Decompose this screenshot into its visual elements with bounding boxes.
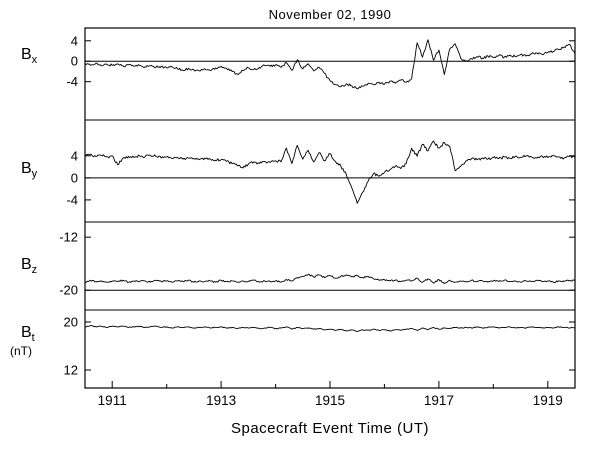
x-tick-label: 1915 bbox=[315, 393, 345, 408]
x-tick-label: 1917 bbox=[424, 393, 454, 408]
y-tick-label: 20 bbox=[64, 315, 78, 330]
plot-frame bbox=[84, 27, 576, 389]
panel-label-bx: Bx bbox=[21, 46, 38, 67]
y-tick-label: 4 bbox=[71, 33, 78, 48]
y-tick-label: 12 bbox=[64, 363, 78, 378]
x-tick-label: 1911 bbox=[98, 393, 127, 408]
panel-label-by: By bbox=[21, 160, 38, 181]
y-tick-label: -4 bbox=[66, 74, 78, 89]
y-tick-label: -4 bbox=[66, 192, 78, 207]
bt-trace bbox=[85, 325, 575, 333]
panel-label-bt: Bt bbox=[21, 324, 35, 345]
y-tick-label: -20 bbox=[59, 283, 78, 298]
y-tick-label: 0 bbox=[71, 170, 78, 185]
unit-label-nt: (nT) bbox=[10, 344, 32, 358]
x-tick-label: 1919 bbox=[533, 393, 563, 408]
x-tick-label: 1913 bbox=[206, 393, 236, 408]
chart-title: November 02, 1990 bbox=[268, 7, 392, 22]
y-tick-label: 0 bbox=[71, 54, 78, 69]
by-trace bbox=[85, 140, 575, 204]
bz-trace bbox=[85, 273, 575, 284]
panel-label-bz: Bz bbox=[21, 256, 38, 277]
x-axis-label: Spacecraft Event Time (UT) bbox=[230, 420, 430, 437]
y-tick-label: 4 bbox=[71, 148, 78, 163]
y-tick-label: -12 bbox=[59, 230, 78, 245]
bx-trace bbox=[85, 39, 575, 90]
